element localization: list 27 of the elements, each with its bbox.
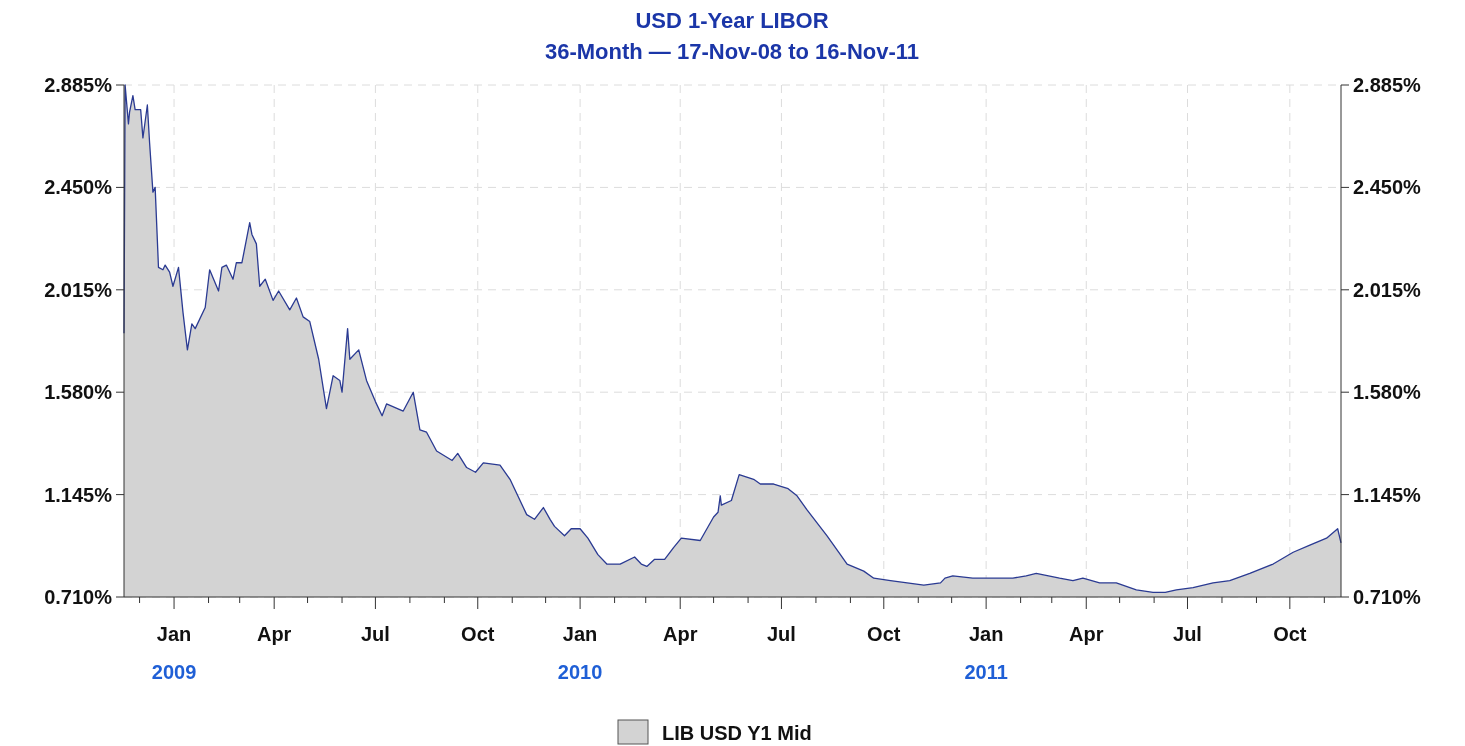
y2-tick-label: 2.885% [1353, 74, 1422, 96]
legend-label: LIB USD Y1 Mid [662, 722, 812, 744]
y-tick-label: 1.145% [44, 483, 113, 506]
x-tick-label: Apr [256, 623, 292, 645]
y-tick-label: 0.710% [44, 586, 113, 608]
y-tick-label: 2.450% [44, 176, 113, 199]
x-tick-label: Jan 2009 [151, 623, 197, 683]
y2-tick-label: 2.450% [1353, 176, 1422, 199]
x-tick-label: Jan 2011 [964, 623, 1008, 683]
x-tick-label: Jul [360, 623, 390, 645]
y-tick-label: 1.580% [44, 381, 113, 404]
y2-tick-label: 0.710% [1353, 586, 1422, 608]
y2-tick-label: 1.580% [1353, 381, 1422, 404]
x-tick-label: Oct [867, 623, 901, 645]
y2-tick-label: 1.145% [1353, 483, 1422, 506]
x-tick-label: Apr [1069, 623, 1104, 645]
y2-tick-label: 2.015% [1353, 278, 1422, 301]
chart-title: USD 1-Year LIBOR [635, 8, 829, 33]
x-tick-label: Jan 2010 [557, 623, 603, 683]
x-tick-label: Jul [1173, 623, 1202, 645]
x-tick-label: Oct [461, 623, 495, 645]
y-tick-label: 2.885% [44, 74, 113, 96]
x-tick-label: Apr [662, 623, 698, 645]
chart-subtitle: 36-Month — 17-Nov-08 to 16-Nov-11 [544, 39, 920, 64]
x-tick-label: Jul [766, 623, 796, 645]
x-tick-label: Oct [1273, 623, 1307, 645]
y-tick-label: 2.015% [44, 278, 113, 301]
